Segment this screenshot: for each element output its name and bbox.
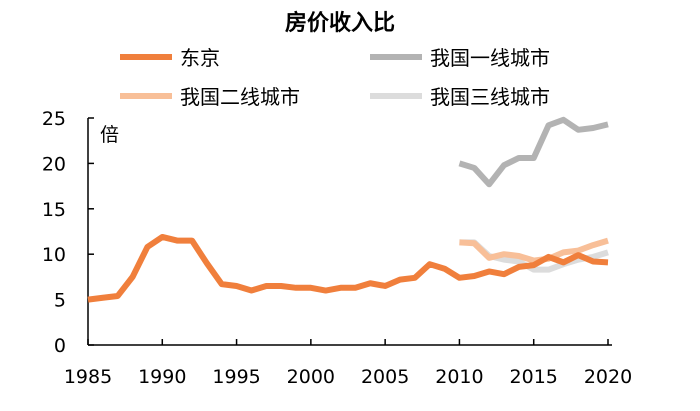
- axes: 0 5 10 15 20 25 1985 1990 1995 2000 2005 2010 2015 20…: [42, 108, 632, 388]
- x-tick-label: 1990: [138, 366, 186, 388]
- legend-label: 我国二线城市: [180, 85, 300, 109]
- x-tick-label: 2015: [510, 366, 558, 388]
- legend-label: 我国三线城市: [430, 85, 550, 109]
- y-tick-label: 5: [54, 290, 66, 312]
- y-tick-label: 20: [42, 153, 66, 175]
- y-tick-label: 10: [42, 244, 66, 266]
- x-tick-label: 2000: [287, 366, 335, 388]
- series-lines: [87, 116, 609, 303]
- legend-label: 我国一线城市: [430, 46, 550, 70]
- y-tick-label: 15: [42, 199, 66, 221]
- x-tick-label: 2005: [361, 366, 409, 388]
- series-line-2: [459, 237, 609, 264]
- series-line-0: [87, 233, 609, 303]
- y-tick-label: 0: [54, 335, 66, 357]
- x-tick-label: 1995: [212, 366, 260, 388]
- legend-label: 东京: [180, 46, 220, 70]
- x-tick-label: 2010: [435, 366, 483, 388]
- chart-title: 房价收入比: [285, 10, 395, 36]
- x-tick-label: 2020: [584, 366, 632, 388]
- x-tick-label: 1985: [64, 366, 112, 388]
- series-line-1: [458, 116, 609, 188]
- y-tick-label: 25: [42, 108, 66, 130]
- y-axis-unit: 倍: [100, 124, 119, 146]
